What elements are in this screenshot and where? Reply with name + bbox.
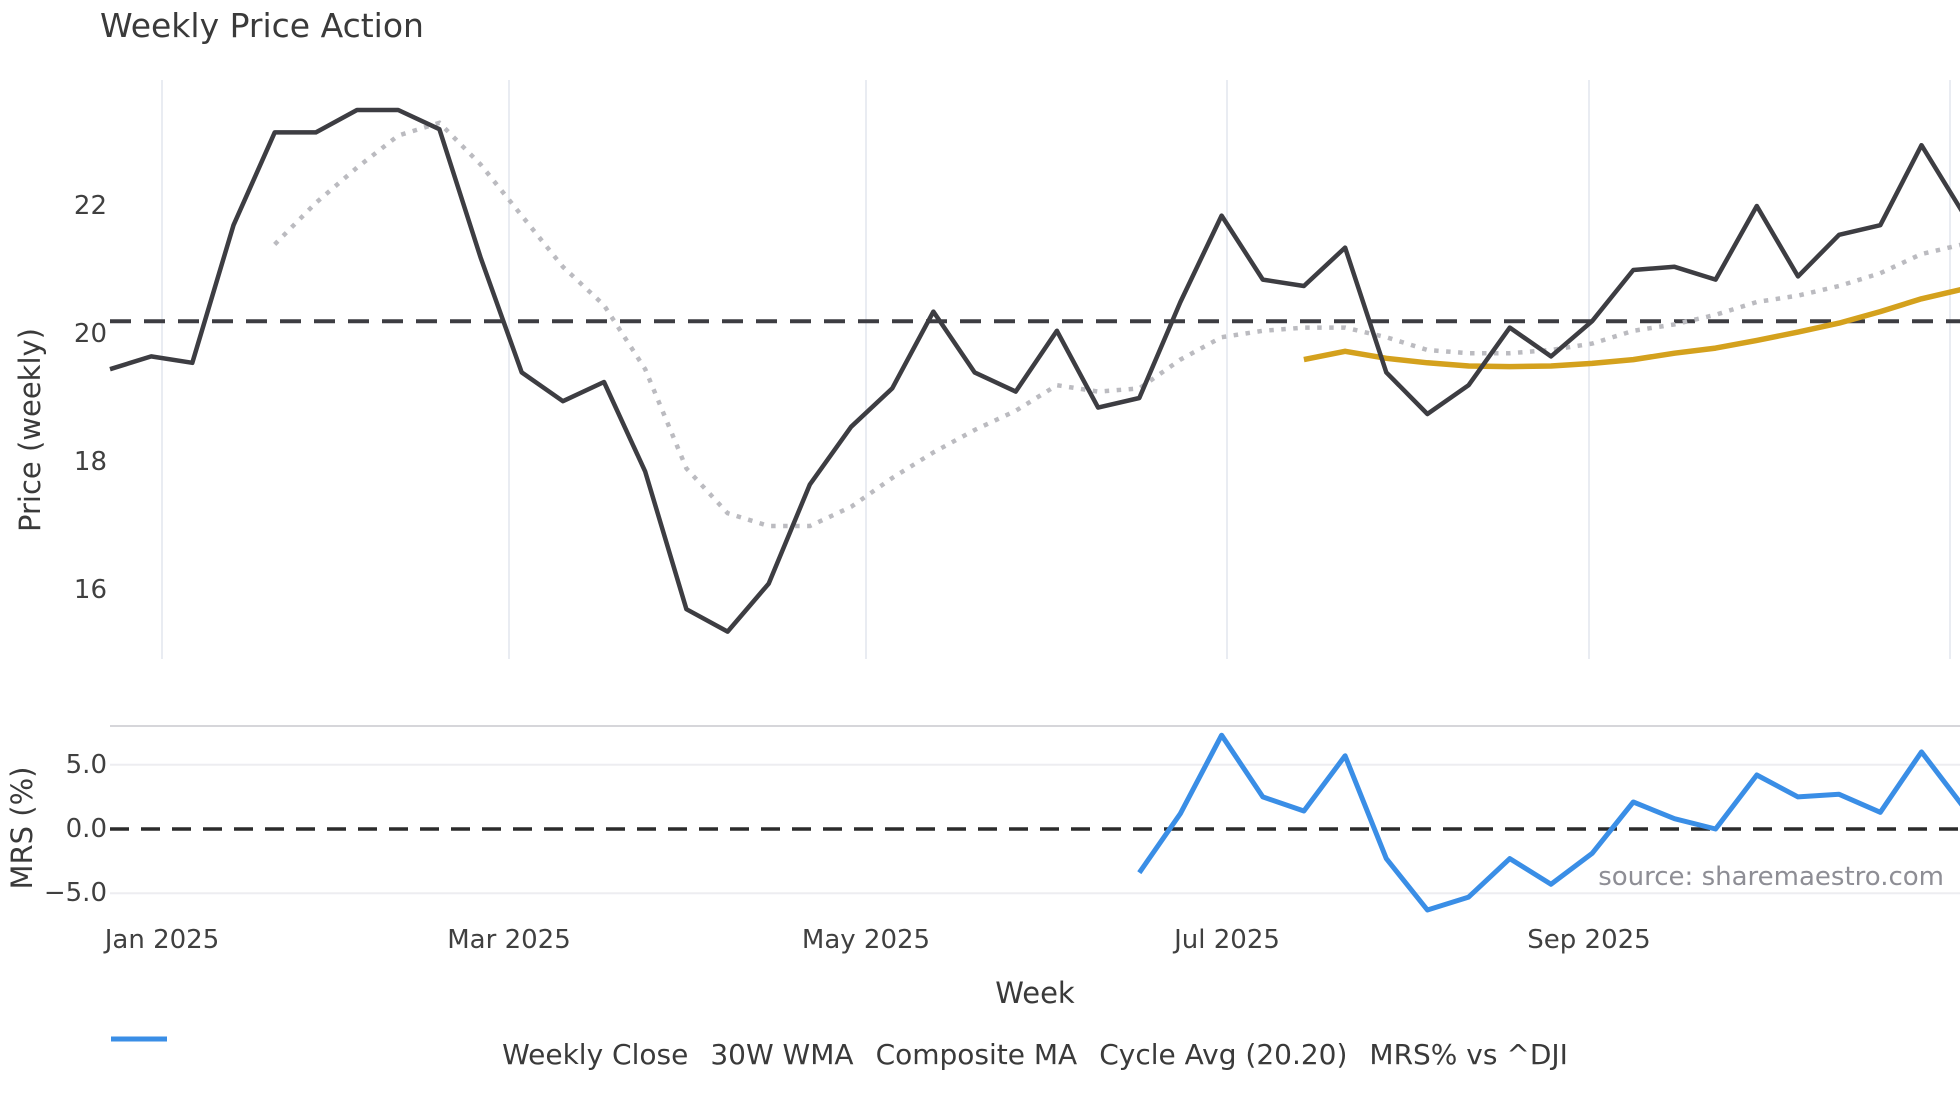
price-panel-gridlines bbox=[161, 80, 1951, 659]
legend: Weekly Close 30W WMA Composite MA Cycle Avg… bbox=[110, 1034, 1960, 1074]
month-xtick: Mar 2025 bbox=[447, 925, 571, 955]
wma-30w-path bbox=[1303, 287, 1960, 370]
legend-item: 30W WMA bbox=[111, 1036, 854, 1071]
legend-swatch-solid bbox=[111, 1036, 167, 1042]
chart-title: Weekly Price Action bbox=[100, 6, 424, 45]
wma-30w-line bbox=[1303, 287, 1960, 370]
legend-label: 30W WMA bbox=[710, 1037, 854, 1071]
month-xtick: May 2025 bbox=[801, 925, 931, 955]
legend-label: Cycle Avg (20.20) bbox=[1099, 1037, 1348, 1071]
price-axis-label: Price (weekly) bbox=[13, 327, 47, 533]
weekly-close-path bbox=[109, 107, 1960, 634]
composite-ma-line bbox=[273, 120, 1960, 529]
legend-label: Composite MA bbox=[875, 1037, 1078, 1071]
mrs-ytick: 0.0 bbox=[65, 814, 107, 844]
month-xtick: Sep 2025 bbox=[1527, 925, 1651, 955]
weekly-close-line bbox=[109, 107, 1960, 634]
mrs-ytick: −5.0 bbox=[43, 878, 107, 909]
price-ytick: 22 bbox=[73, 191, 107, 221]
source-note: source: sharemaestro.com bbox=[1598, 862, 1944, 892]
price-ytick: 16 bbox=[73, 575, 107, 605]
mrs-line bbox=[1137, 732, 1960, 913]
legend-item: MRS% vs ^DJI bbox=[111, 1036, 1568, 1071]
mrs-ytick: 5.0 bbox=[65, 749, 107, 780]
legend-item: Weekly Close bbox=[111, 1036, 689, 1071]
mrs-path bbox=[1137, 732, 1960, 913]
week-axis-label: Week bbox=[995, 976, 1075, 1010]
legend-item: Composite MA bbox=[111, 1036, 1078, 1071]
month-xtick: Jan 2025 bbox=[104, 925, 220, 955]
legend-label: MRS% vs ^DJI bbox=[1369, 1037, 1568, 1071]
price-ytick: 18 bbox=[73, 447, 107, 477]
month-xtick: Jul 2025 bbox=[1174, 925, 1280, 955]
mrs-panel-gridlines bbox=[110, 725, 1960, 895]
price-ytick: 20 bbox=[73, 319, 107, 349]
legend-item: Cycle Avg (20.20) bbox=[111, 1036, 1348, 1071]
legend-label: Weekly Close bbox=[502, 1037, 689, 1071]
composite-ma-path bbox=[273, 120, 1960, 529]
